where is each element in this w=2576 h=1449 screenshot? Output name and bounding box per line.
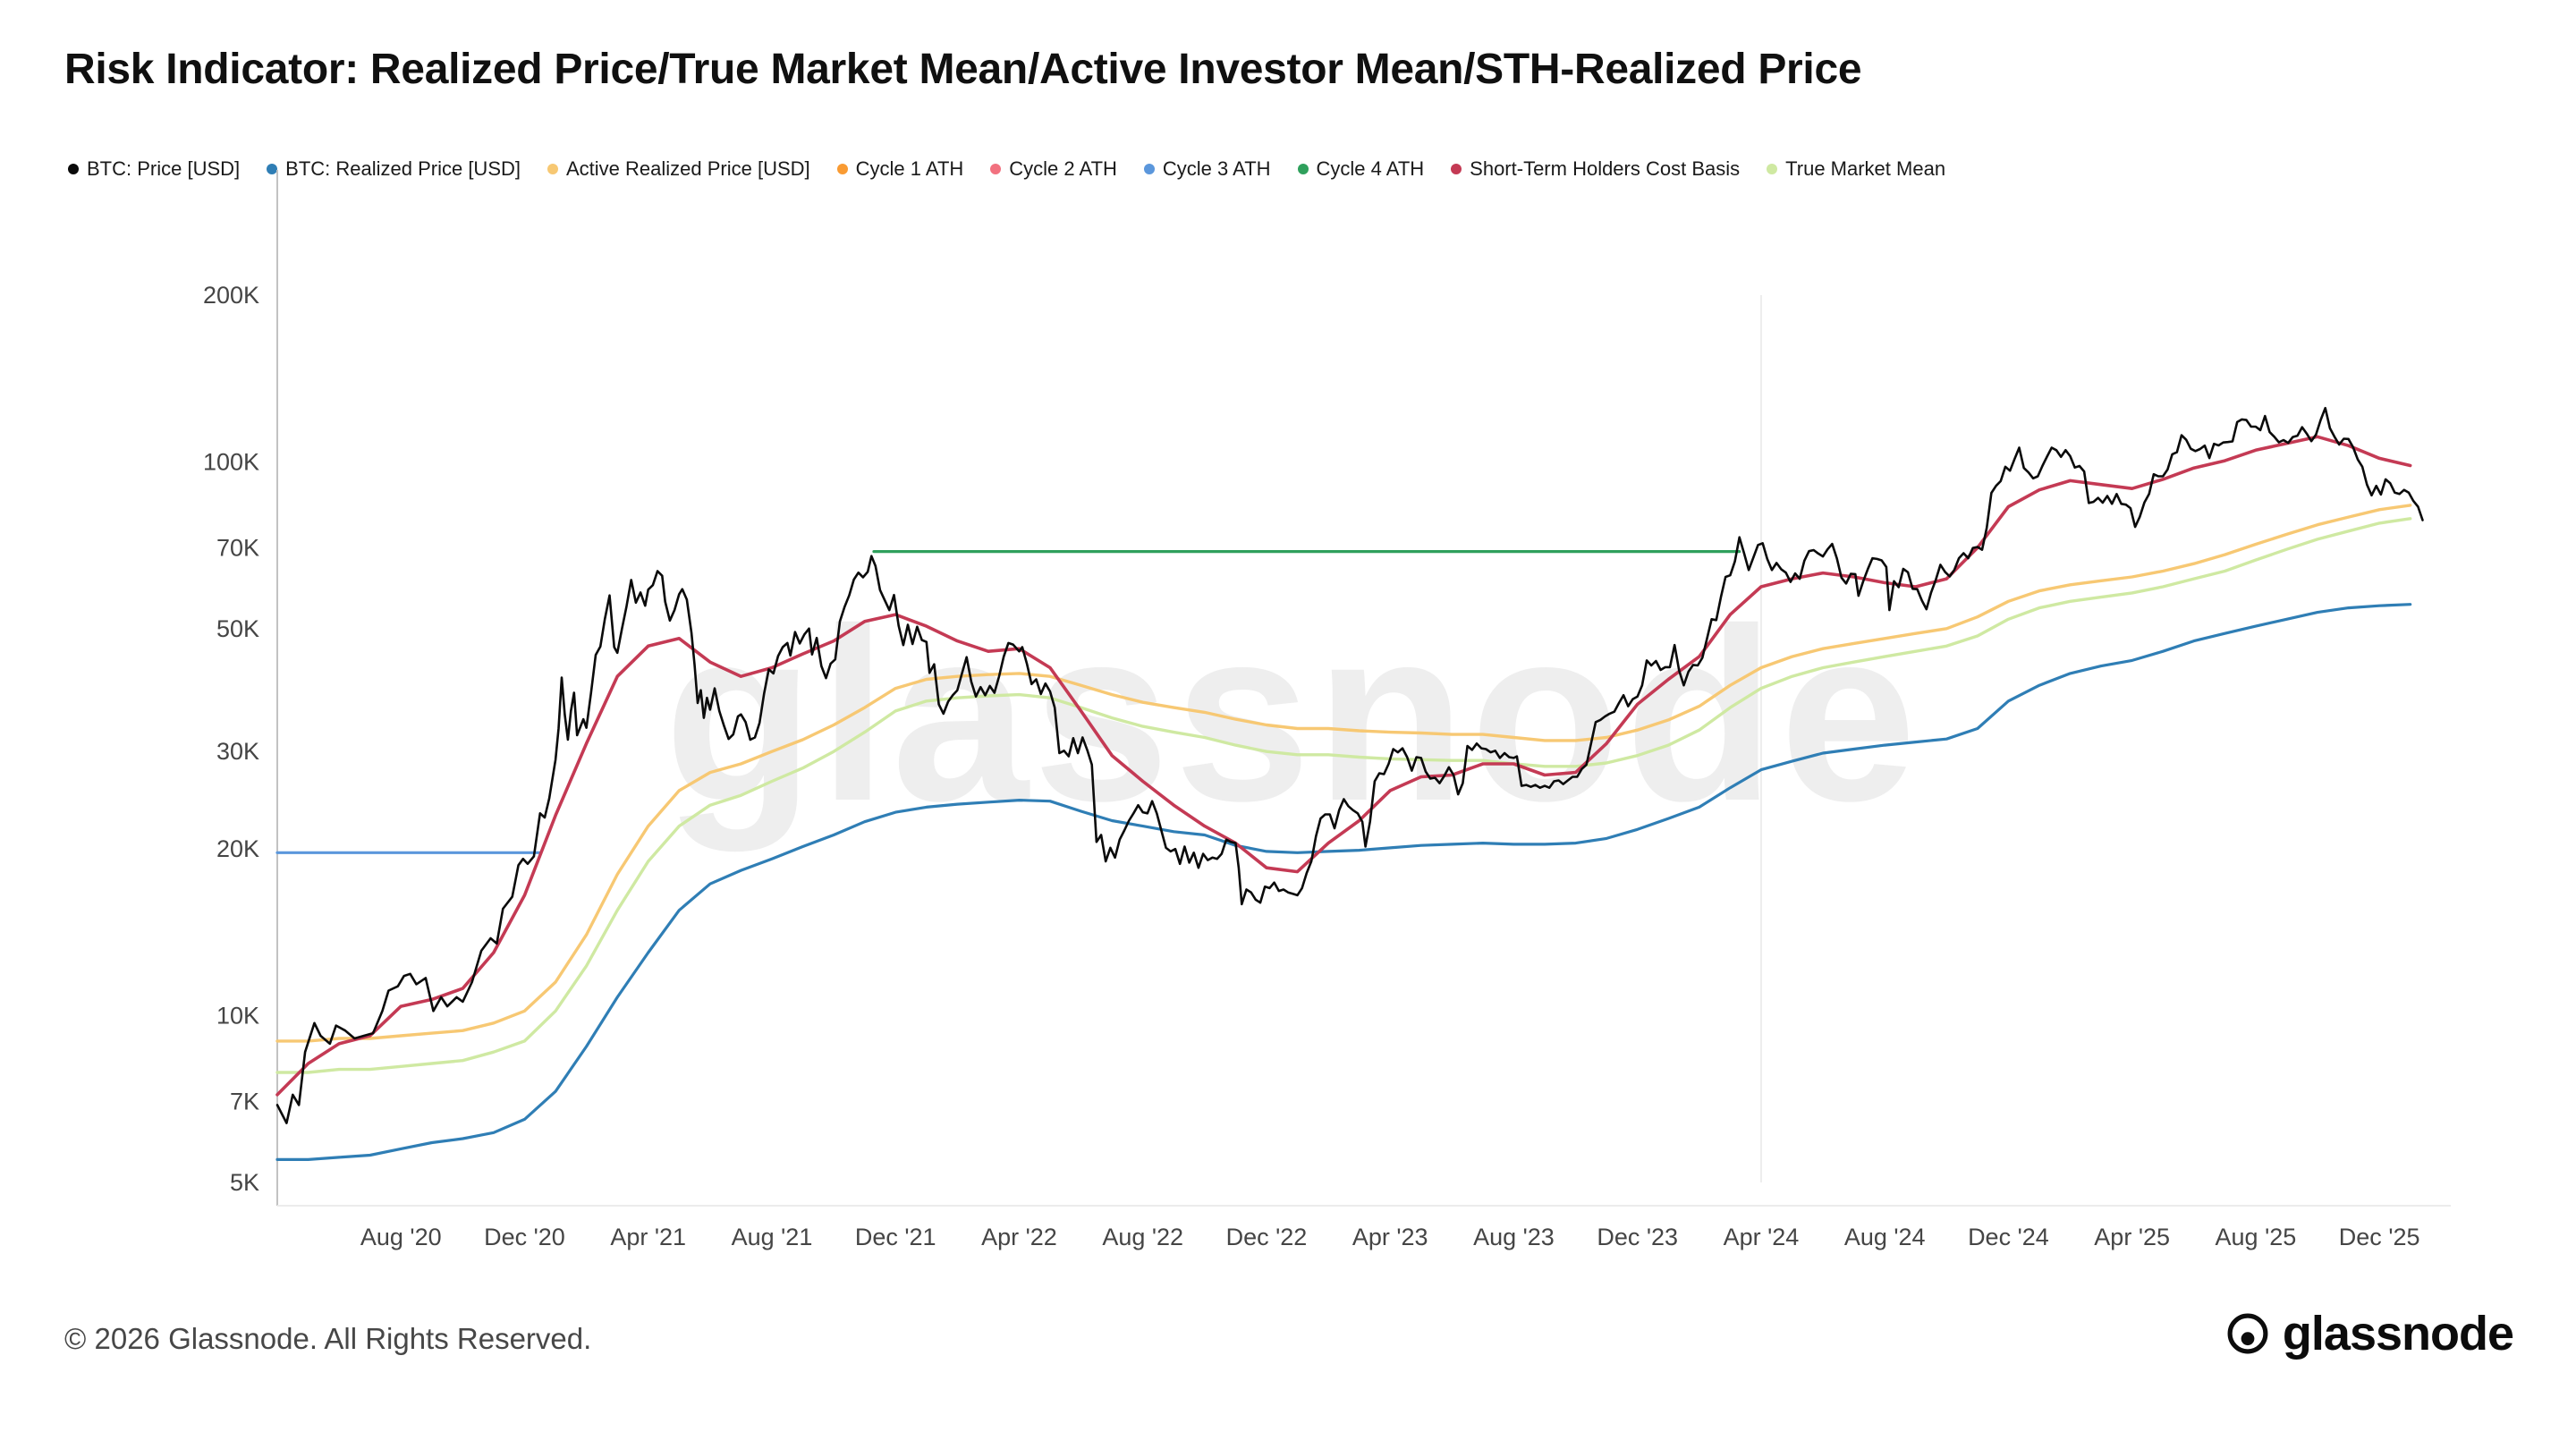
x-tick-label: Dec '22 xyxy=(1226,1224,1308,1250)
copyright-text: © 2026 Glassnode. All Rights Reserved. xyxy=(64,1322,592,1355)
y-tick-label: 30K xyxy=(216,738,259,765)
y-tick-label: 10K xyxy=(216,1003,259,1030)
btc-price-legend-dot-icon xyxy=(68,164,79,174)
x-tick-label: Dec '20 xyxy=(484,1224,565,1250)
glassnode-logo-icon xyxy=(2227,1313,2268,1354)
y-tick-label: 20K xyxy=(216,835,259,862)
x-tick-label: Apr '24 xyxy=(1724,1224,1800,1250)
x-tick-label: Apr '25 xyxy=(2094,1224,2170,1250)
y-tick-label: 50K xyxy=(216,615,259,642)
cycle-1-ath-legend-dot-icon xyxy=(836,164,848,174)
legend-item-btc-price[interactable]: BTC: Price [USD] xyxy=(68,157,240,181)
x-tick-label: Aug '22 xyxy=(1102,1224,1183,1250)
y-tick-label: 7K xyxy=(230,1089,259,1115)
y-tick-label: 200K xyxy=(203,282,259,309)
y-tick-label: 5K xyxy=(230,1169,259,1196)
x-tick-label: Dec '23 xyxy=(1597,1224,1678,1250)
x-tick-label: Apr '21 xyxy=(610,1224,686,1250)
cycle-3-ath-legend-dot-icon xyxy=(1143,164,1155,174)
legend-label: Cycle 3 ATH xyxy=(1162,157,1271,180)
sth-cost-basis-legend-dot-icon xyxy=(1451,164,1462,174)
x-tick-label: Aug '24 xyxy=(1844,1224,1926,1250)
x-tick-label: Apr '22 xyxy=(981,1224,1057,1250)
legend-label: Short-Term Holders Cost Basis xyxy=(1470,157,1741,180)
x-tick-label: Aug '23 xyxy=(1473,1224,1555,1250)
legend-item-active-realized-price[interactable]: Active Realized Price [USD] xyxy=(547,157,810,181)
cycle-4-ath-legend-dot-icon xyxy=(1297,164,1309,174)
chart-title: Risk Indicator: Realized Price/True Mark… xyxy=(64,46,1862,93)
x-tick-label: Aug '21 xyxy=(732,1224,813,1250)
x-tick-label: Dec '24 xyxy=(1968,1224,2049,1250)
legend-label: True Market Mean xyxy=(1785,157,1946,180)
glassnode-logo[interactable]: glassnode xyxy=(2225,1306,2514,1361)
legend-item-cycle-1-ath[interactable]: Cycle 1 ATH xyxy=(836,157,964,181)
x-tick-label: Aug '20 xyxy=(360,1224,442,1250)
cycle-2-ath-legend-dot-icon xyxy=(990,164,1002,174)
y-tick-label: 70K xyxy=(216,534,259,561)
legend-label: BTC: Realized Price [USD] xyxy=(285,157,521,180)
active-realized-price-legend-dot-icon xyxy=(547,164,558,174)
legend-label: Cycle 4 ATH xyxy=(1316,157,1425,180)
legend-item-cycle-3-ath[interactable]: Cycle 3 ATH xyxy=(1143,157,1271,181)
true-market-mean-legend-dot-icon xyxy=(1767,164,1778,174)
series-line-btc-price xyxy=(275,406,2424,1124)
x-tick-label: Dec '25 xyxy=(2339,1224,2420,1250)
legend: BTC: Price [USD] BTC: Realized Price [USD… xyxy=(68,157,1945,181)
btc-realized-price-legend-dot-icon xyxy=(267,164,278,174)
x-tick-label: Aug '25 xyxy=(2216,1224,2297,1250)
legend-label: Cycle 1 ATH xyxy=(855,157,964,180)
legend-item-cycle-2-ath[interactable]: Cycle 2 ATH xyxy=(990,157,1117,181)
legend-item-sth-cost-basis[interactable]: Short-Term Holders Cost Basis xyxy=(1451,157,1740,181)
legend-item-cycle-4-ath[interactable]: Cycle 4 ATH xyxy=(1297,157,1425,181)
y-tick-label: 100K xyxy=(203,448,259,475)
legend-label: Cycle 2 ATH xyxy=(1009,157,1117,180)
legend-item-true-market-mean[interactable]: True Market Mean xyxy=(1767,157,1945,181)
series-line-active-realized-price xyxy=(275,504,2412,1043)
legend-label: Active Realized Price [USD] xyxy=(566,157,810,180)
series-line-true-market-mean xyxy=(275,517,2412,1074)
series-line-sth-cost-basis xyxy=(275,435,2412,1097)
series-line-btc-realized-price xyxy=(275,603,2412,1162)
x-tick-label: Apr '23 xyxy=(1352,1224,1428,1250)
x-tick-label: Dec '21 xyxy=(855,1224,936,1250)
legend-item-btc-realized-price[interactable]: BTC: Realized Price [USD] xyxy=(267,157,521,181)
legend-label: BTC: Price [USD] xyxy=(87,157,241,180)
glassnode-logo-text: glassnode xyxy=(2282,1307,2514,1360)
